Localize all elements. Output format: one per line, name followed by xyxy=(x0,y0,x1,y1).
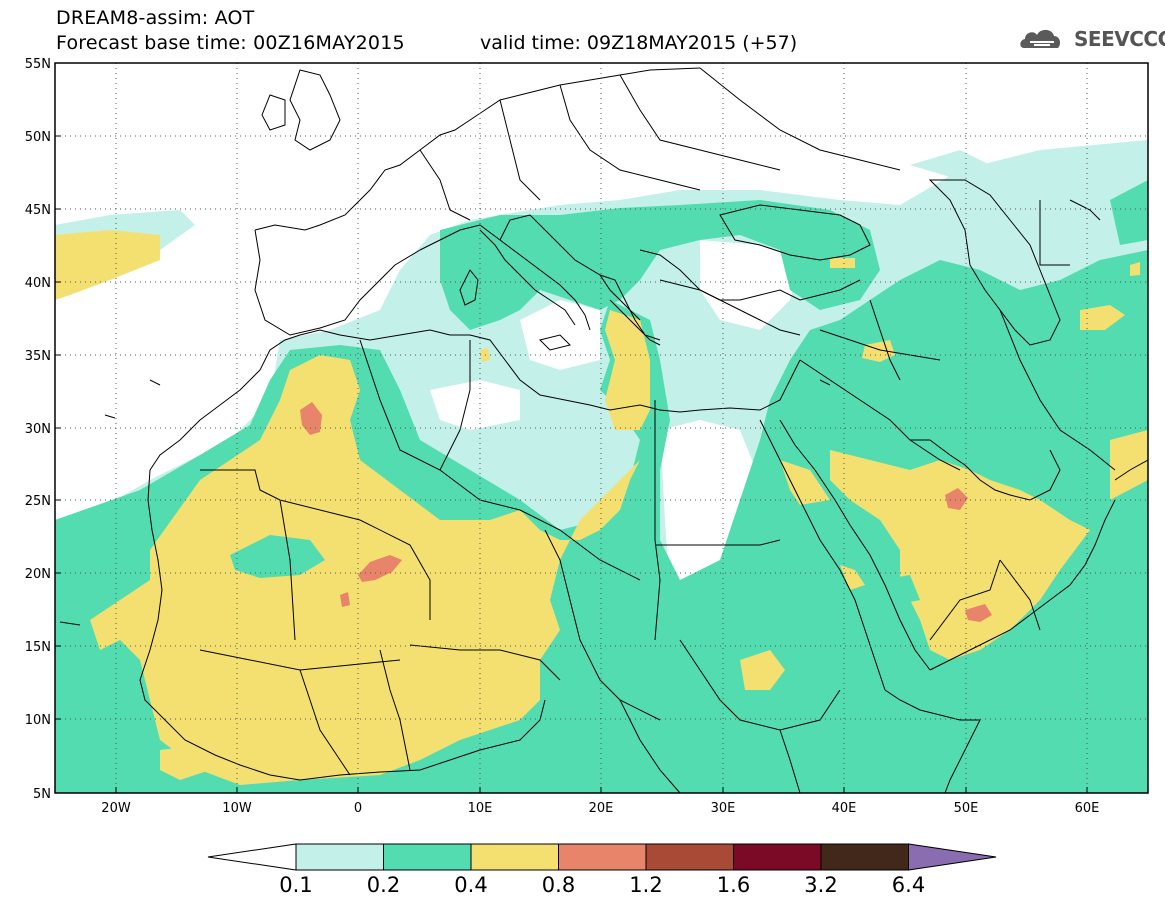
valid-time: valid time: 09Z18MAY2015 (+57) xyxy=(480,32,798,54)
lat-label: 45N xyxy=(25,203,51,218)
lat-label: 10N xyxy=(25,713,51,728)
colorbar-label: 0.8 xyxy=(542,873,575,897)
colorbar-label: 0.1 xyxy=(279,873,312,897)
lon-label: 40E xyxy=(832,801,857,816)
colorbar xyxy=(207,843,997,871)
logo-text: SEEVCCC xyxy=(1074,27,1165,51)
lat-label: 50N xyxy=(25,130,51,145)
colorbar-label: 1.2 xyxy=(629,873,662,897)
colorbar-swatch xyxy=(558,843,647,871)
lat-label: 35N xyxy=(25,349,51,364)
lat-label: 5N xyxy=(33,787,51,802)
colorbar-labels: 0.1 0.2 0.4 0.8 1.2 1.6 3.2 6.4 xyxy=(279,873,925,897)
lon-label: 30E xyxy=(711,801,736,816)
lon-label: 0 xyxy=(354,801,362,816)
colorbar-label: 0.2 xyxy=(367,873,400,897)
lon-label: 60E xyxy=(1075,801,1100,816)
aot-layer-0.8 xyxy=(300,402,992,622)
lon-label: 10W xyxy=(222,801,252,816)
colorbar-swatch xyxy=(820,843,909,871)
cloud-logo-icon xyxy=(1020,29,1061,48)
colorbar-swatch xyxy=(733,843,822,871)
lon-label: 50E xyxy=(954,801,979,816)
lat-label: 15N xyxy=(25,640,51,655)
colorbar-swatch xyxy=(470,843,559,871)
colorbar-swatch xyxy=(383,843,472,871)
aot-layer-0.2-patches xyxy=(230,535,920,605)
longitude-labels: 20W 10W 0 10E 20E 30E 40E 50E 60E xyxy=(101,801,1099,816)
colorbar-swatch xyxy=(295,843,384,871)
colorbar-label: 6.4 xyxy=(892,873,925,897)
colorbar-label: 0.4 xyxy=(454,873,487,897)
forecast-base-time: Forecast base time: 00Z16MAY2015 xyxy=(56,32,405,54)
lat-label: 25N xyxy=(25,494,51,509)
colorbar-under-arrow xyxy=(207,843,297,871)
lon-label: 20W xyxy=(101,801,131,816)
lat-label: 30N xyxy=(25,422,51,437)
map-title: DREAM8-assim: AOT xyxy=(56,7,255,29)
axis-ticks xyxy=(55,135,1088,793)
colorbar-label: 1.6 xyxy=(717,873,750,897)
lat-label: 55N xyxy=(25,57,51,72)
lon-label: 10E xyxy=(468,801,493,816)
colorbar-label: 3.2 xyxy=(804,873,837,897)
map-gridlines xyxy=(55,63,1148,793)
lon-label: 20E xyxy=(589,801,614,816)
lat-label: 20N xyxy=(25,567,51,582)
colorbar-swatch xyxy=(645,843,734,871)
colorbar-over-arrow xyxy=(908,843,997,871)
latitude-labels: 5N 10N 15N 20N 25N 30N 35N 40N 45N 50N 5… xyxy=(25,57,51,802)
lat-label: 40N xyxy=(25,276,51,291)
